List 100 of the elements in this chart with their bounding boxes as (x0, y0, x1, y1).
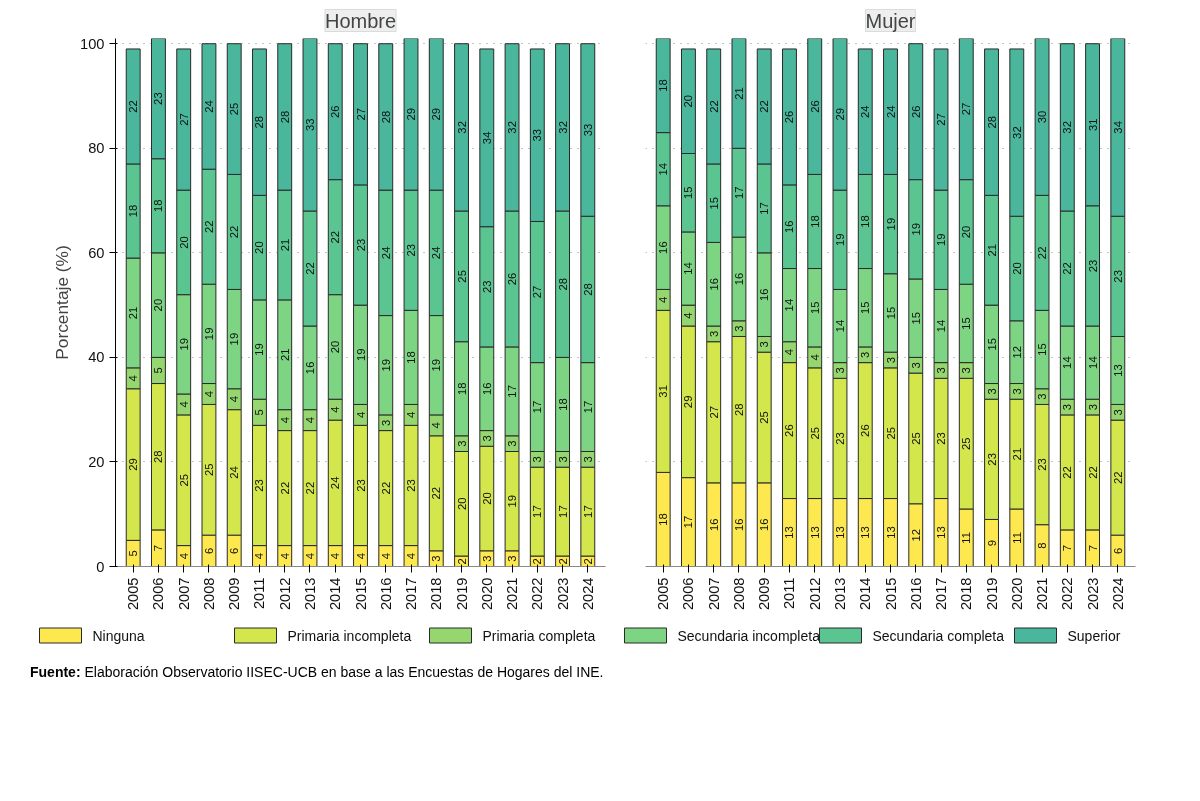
data-label: 3 (884, 356, 897, 364)
data-label: 3 (1061, 403, 1074, 411)
data-label: 4 (405, 552, 418, 560)
data-label: 26 (329, 105, 342, 118)
data-label: 20 (1010, 262, 1023, 275)
data-label: 16 (303, 361, 316, 375)
data-label: 22 (228, 225, 241, 239)
x-tick-label: 2023 (554, 577, 571, 611)
data-label: 22 (1111, 471, 1124, 484)
data-label: 18 (152, 199, 165, 213)
data-label: 22 (1061, 262, 1074, 275)
data-label: 33 (581, 123, 594, 137)
data-label: 28 (152, 450, 165, 464)
x-tick-label: 2022 (529, 577, 546, 611)
data-label: 20 (682, 94, 695, 108)
data-label: 4 (329, 552, 342, 560)
legend-label: Superior (1067, 627, 1121, 644)
data-label: 3 (985, 388, 998, 395)
data-label: 21 (278, 348, 291, 362)
data-label: 20 (253, 241, 266, 254)
data-label: 21 (278, 238, 291, 252)
data-label: 24 (329, 476, 342, 490)
data-label: 19 (354, 348, 367, 362)
data-label: 13 (935, 526, 948, 539)
data-label: 15 (859, 301, 872, 315)
data-label: 33 (531, 128, 544, 142)
data-label: 20 (960, 225, 973, 239)
data-label: 19 (506, 494, 519, 508)
data-label: 22 (303, 481, 316, 495)
data-label: 4 (405, 411, 418, 419)
x-tick-label: 2012 (276, 577, 293, 611)
data-label: 21 (985, 243, 998, 257)
data-label: 16 (758, 288, 771, 301)
data-label: 22 (707, 100, 720, 113)
data-label: 4 (657, 296, 670, 304)
data-label: 3 (1036, 393, 1049, 400)
data-label: 22 (303, 262, 316, 275)
x-tick-label: 2016 (377, 577, 394, 611)
data-label: 25 (808, 426, 821, 440)
data-label: 17 (581, 400, 594, 414)
data-label: 24 (884, 105, 897, 118)
data-label: 2 (455, 558, 468, 565)
x-tick-label: 2014 (857, 577, 874, 611)
data-label: 11 (1010, 531, 1023, 544)
data-label: 4 (253, 552, 266, 560)
x-tick-label: 2022 (1059, 577, 1076, 611)
data-label: 22 (1061, 466, 1074, 479)
data-label: 20 (152, 298, 165, 312)
data-label: 3 (960, 367, 973, 374)
legend-label: Primaria completa (482, 627, 596, 644)
source-note: Fuente: Elaboración Observatorio IISEC-UCB en base a las Encuestas de Hogares del INE. (30, 663, 604, 682)
x-tick-label: 2011 (251, 577, 268, 610)
data-label: 19 (379, 358, 392, 372)
data-label: 31 (657, 385, 670, 398)
data-label: 4 (329, 406, 342, 413)
data-label: 17 (506, 385, 519, 398)
x-tick-label: 2007 (705, 577, 722, 611)
data-label: 23 (354, 479, 367, 492)
legend-label: Ninguna (92, 627, 145, 644)
data-label: 13 (833, 526, 846, 539)
data-label: 22 (127, 100, 140, 113)
data-label: 17 (581, 505, 594, 518)
data-label: 26 (506, 272, 519, 286)
data-label: 32 (556, 121, 569, 134)
data-label: 7 (152, 545, 165, 552)
data-label: 31 (1086, 118, 1099, 132)
data-label: 15 (985, 338, 998, 351)
data-label: 15 (884, 306, 897, 320)
data-label: 16 (732, 272, 745, 286)
chart-title: Hombre (324, 9, 397, 32)
data-label: 3 (480, 435, 493, 442)
data-label: 3 (581, 456, 594, 463)
x-tick-label: 2012 (806, 577, 823, 611)
x-tick-label: 2019 (453, 577, 470, 611)
data-label: 14 (682, 262, 695, 275)
x-tick-label: 2005 (125, 577, 142, 611)
y-tick-label: 60 (88, 244, 105, 261)
data-label: 14 (657, 162, 670, 176)
data-label: 14 (833, 319, 846, 333)
x-tick-label: 2009 (756, 577, 773, 611)
data-label: 13 (808, 526, 821, 539)
data-label: 18 (859, 215, 872, 228)
data-label: 28 (985, 115, 998, 129)
data-label: 15 (960, 317, 973, 330)
x-tick-label: 2015 (882, 577, 899, 611)
data-label: 23 (1036, 458, 1049, 471)
data-label: 19 (884, 217, 897, 231)
data-label: 26 (909, 105, 922, 118)
data-label: 3 (506, 555, 519, 562)
data-label: 34 (480, 131, 493, 145)
x-tick-label: 2020 (478, 577, 495, 611)
data-label: 23 (1086, 259, 1099, 273)
data-label: 16 (707, 277, 720, 291)
data-label: 4 (177, 552, 190, 560)
data-label: 17 (556, 505, 569, 518)
data-label: 23 (480, 280, 493, 294)
data-label: 23 (405, 243, 418, 257)
data-label: 33 (303, 118, 316, 132)
data-label: 18 (405, 351, 418, 364)
data-label: 25 (455, 270, 468, 283)
